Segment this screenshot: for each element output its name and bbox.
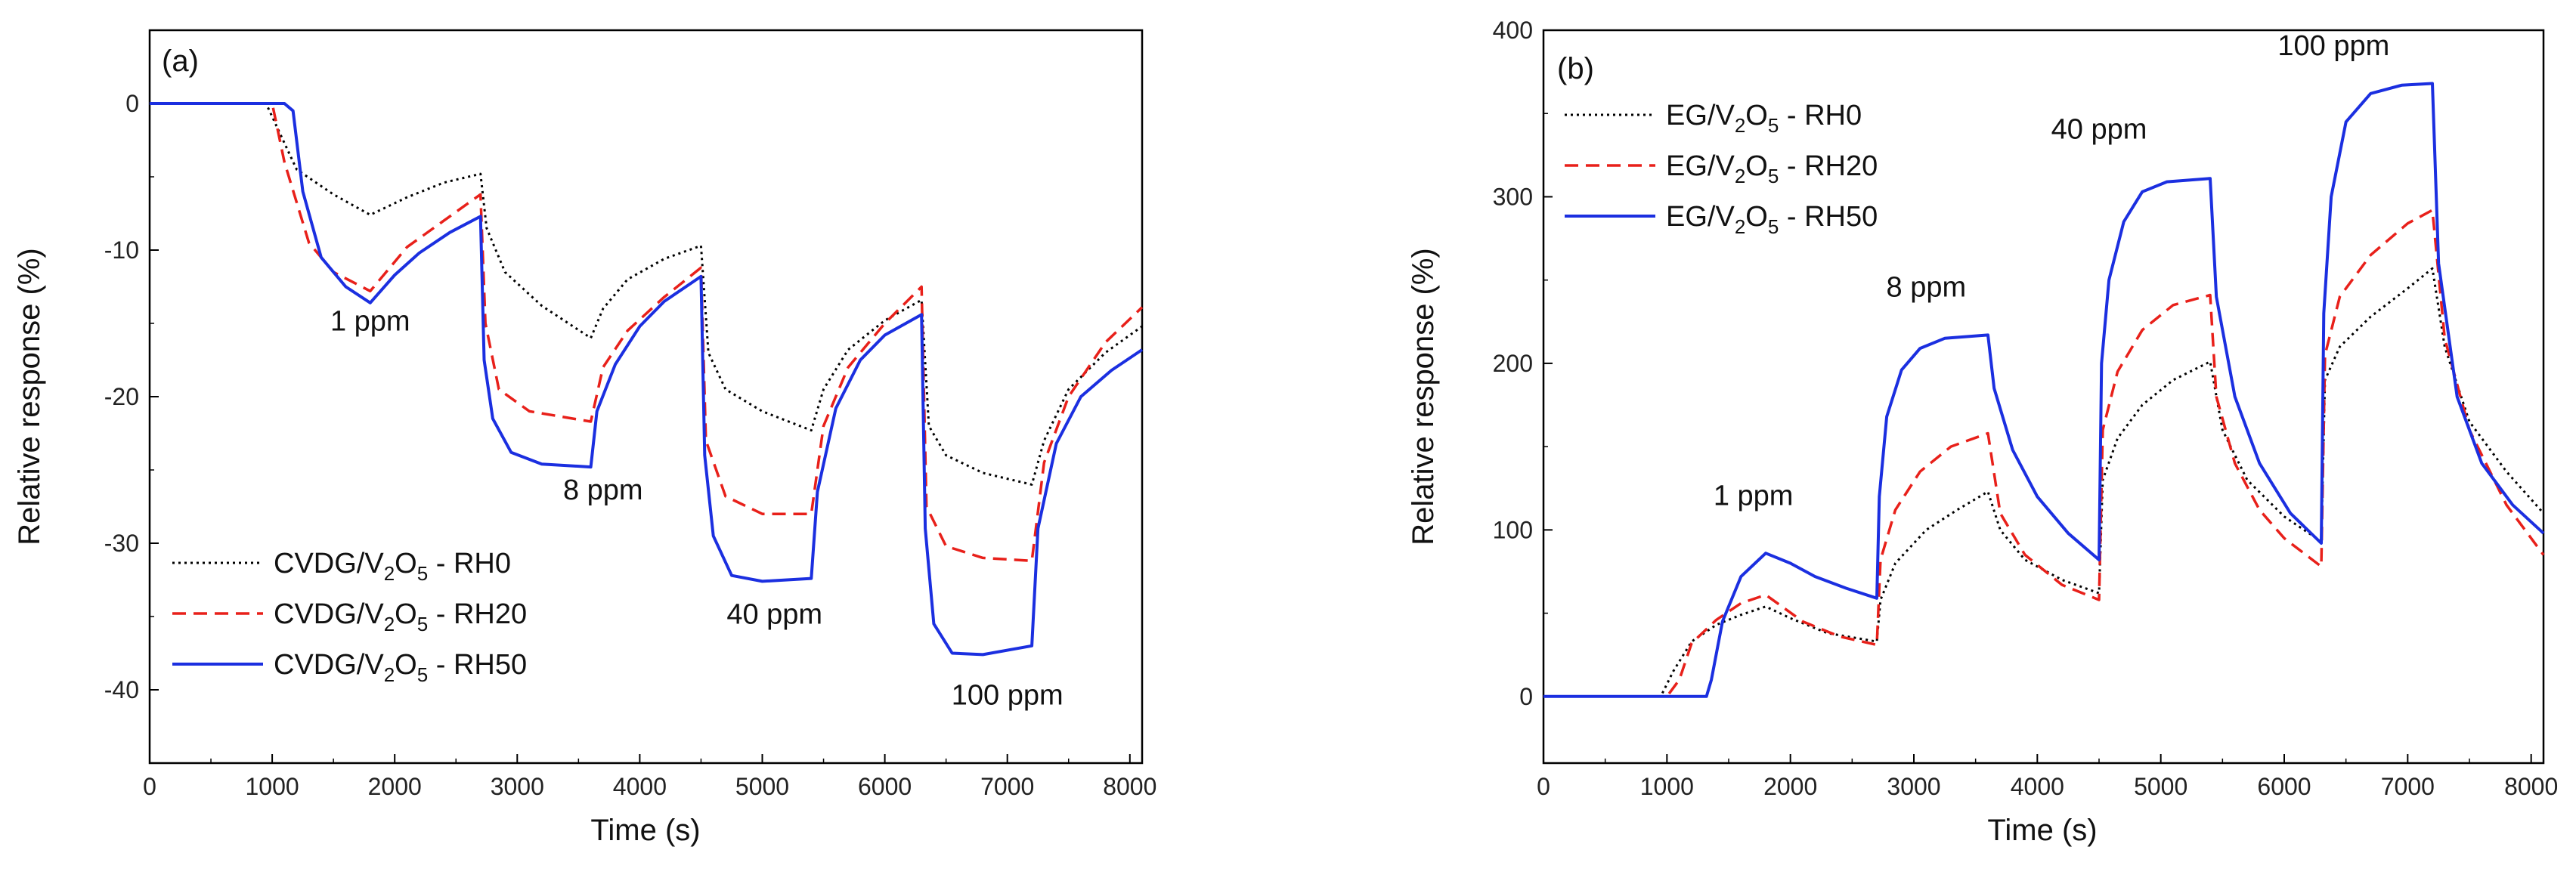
panel-b: (b) Time (s) Relative response (%) 0 1000… bbox=[1407, 17, 2558, 847]
plot-frame-b bbox=[1542, 29, 2545, 765]
x-tick-label-a: 8000 bbox=[1103, 773, 1156, 800]
concentration-label-a: 100 ppm bbox=[952, 679, 1064, 711]
y-tick-label-b: 200 bbox=[1493, 350, 1533, 377]
legend-label-b: EG/V2O5 - RH20 bbox=[1666, 150, 1878, 187]
series-line-b-rh20 bbox=[1543, 209, 2545, 698]
series-line-a-rh50 bbox=[150, 102, 1144, 657]
y-tick-label-b: 0 bbox=[1519, 683, 1533, 710]
x-axis-title-a: Time (s) bbox=[590, 814, 700, 847]
legend-b: EG/V2O5 - RH0 EG/V2O5 - RH20 EG/V2O5 - RH5… bbox=[1565, 100, 1878, 238]
x-tick-label-b: 4000 bbox=[2011, 773, 2064, 800]
y-tick-label-b: 300 bbox=[1493, 183, 1533, 210]
y-axis-title-a: Relative response (%) bbox=[13, 248, 46, 545]
y-tick-label-b: 100 bbox=[1493, 516, 1533, 543]
concentration-label-a: 1 ppm bbox=[330, 306, 410, 338]
concentration-label-b: 1 ppm bbox=[1714, 480, 1794, 511]
x-axis-title-b: Time (s) bbox=[1987, 814, 2097, 847]
legend-label-a: CVDG/V2O5 - RH0 bbox=[274, 548, 511, 585]
panel-label-b: (b) bbox=[1557, 52, 1594, 85]
y-tick-label-a: -10 bbox=[104, 236, 139, 264]
x-tick-label-a: 3000 bbox=[491, 773, 544, 800]
y-axis-title-b: Relative response (%) bbox=[1407, 248, 1440, 545]
panel-a: (a) Time (s) Relative response (%) 0 1000… bbox=[13, 29, 1156, 847]
x-tick-label-b: 5000 bbox=[2134, 773, 2187, 800]
concentration-label-b: 40 ppm bbox=[2051, 113, 2147, 145]
y-tick-label-b: 400 bbox=[1493, 17, 1533, 44]
concentration-label-a: 40 ppm bbox=[726, 599, 822, 631]
y-tick-label-a: -40 bbox=[104, 676, 139, 703]
concentration-label-b: 100 ppm bbox=[2277, 30, 2389, 62]
x-tick-label-b: 1000 bbox=[1640, 773, 1694, 800]
x-tick-label-b: 8000 bbox=[2504, 773, 2558, 800]
y-tick-label-a: -20 bbox=[104, 383, 139, 410]
x-tick-label-a: 5000 bbox=[735, 773, 789, 800]
panel-label-a: (a) bbox=[162, 45, 199, 78]
x-tick-label-b: 0 bbox=[1537, 773, 1550, 800]
series-line-a-rh20 bbox=[150, 102, 1144, 563]
x-tick-label-a: 2000 bbox=[368, 773, 422, 800]
legend-label-b: EG/V2O5 - RH50 bbox=[1666, 201, 1878, 238]
series-line-b-rh50 bbox=[1543, 82, 2545, 698]
legend-label-a: CVDG/V2O5 - RH50 bbox=[274, 649, 527, 686]
legend-label-a: CVDG/V2O5 - RH20 bbox=[274, 598, 527, 635]
x-tick-label-a: 1000 bbox=[246, 773, 299, 800]
x-tick-label-a: 7000 bbox=[980, 773, 1034, 800]
x-tick-label-a: 6000 bbox=[858, 773, 912, 800]
x-tick-label-b: 3000 bbox=[1887, 773, 1940, 800]
concentration-label-a: 8 ppm bbox=[563, 474, 643, 506]
x-tick-label-a: 0 bbox=[143, 773, 156, 800]
x-tick-label-b: 7000 bbox=[2381, 773, 2435, 800]
legend-label-b: EG/V2O5 - RH0 bbox=[1666, 100, 1862, 137]
y-tick-label-a: 0 bbox=[125, 90, 139, 117]
x-tick-label-b: 2000 bbox=[1763, 773, 1817, 800]
series-line-b-rh0 bbox=[1543, 267, 2545, 698]
legend-a: CVDG/V2O5 - RH0 CVDG/V2O5 - RH20 CVDG/V2O5… bbox=[172, 548, 527, 686]
concentration-label-b: 8 ppm bbox=[1887, 272, 1967, 304]
x-tick-label-b: 6000 bbox=[2257, 773, 2311, 800]
y-tick-label-a: -30 bbox=[104, 530, 139, 557]
x-tick-label-a: 4000 bbox=[613, 773, 667, 800]
